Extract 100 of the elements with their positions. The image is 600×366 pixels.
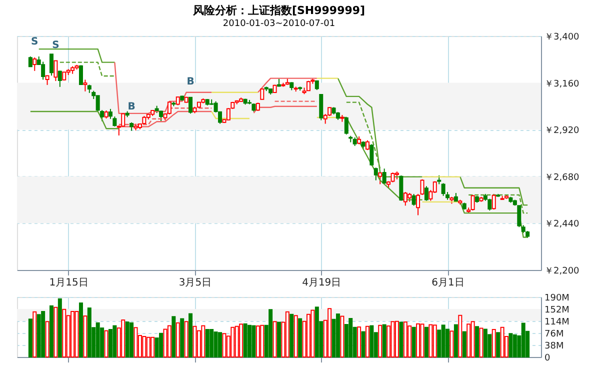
y-tick-label: 190M [544, 294, 570, 304]
candlestick [399, 174, 404, 202]
bar [230, 326, 235, 358]
bar [454, 324, 458, 358]
bar [243, 323, 248, 358]
bar [205, 329, 210, 358]
bar [399, 322, 404, 358]
candlestick [374, 167, 378, 181]
candlestick [319, 94, 324, 121]
bar [408, 326, 412, 358]
text: B [186, 76, 194, 88]
candlestick [41, 61, 46, 80]
y-tick-label: 114M [544, 318, 570, 328]
x-tick-label: 4月19日 [302, 278, 342, 288]
bar [416, 323, 420, 358]
bar [412, 326, 416, 358]
bar [239, 324, 244, 358]
bar [108, 329, 112, 358]
x-tick-label: 1月15日 [49, 278, 88, 288]
y-tick-label: ￥2,200 [544, 266, 580, 276]
bar [260, 324, 264, 358]
candlestick [188, 96, 193, 114]
bar [428, 324, 433, 358]
bar [167, 325, 172, 358]
candlestick [260, 88, 264, 100]
bar [382, 324, 386, 358]
bar [252, 325, 256, 358]
y-tick-label: 38M [544, 342, 564, 352]
bar [234, 326, 239, 358]
bar [420, 324, 424, 358]
bar [146, 336, 150, 358]
candlestick [167, 101, 172, 115]
bar [268, 309, 273, 358]
bar [314, 306, 319, 358]
candlestick [58, 70, 62, 88]
bar [130, 322, 134, 358]
candlestick [78, 64, 83, 86]
candlestick [28, 56, 32, 68]
candlestick [382, 168, 386, 185]
bar [28, 318, 32, 358]
bar [58, 298, 62, 358]
bar [479, 328, 484, 358]
bar [298, 318, 302, 358]
bar [36, 314, 41, 358]
candlestick [492, 193, 496, 210]
bar [104, 330, 108, 358]
chart-subtitle: 2010-01-03~2010-07-01 [222, 19, 336, 29]
bar [78, 302, 83, 358]
bar [378, 324, 382, 358]
candlestick [424, 186, 428, 202]
text: S [52, 40, 60, 51]
bar [475, 326, 480, 358]
y-tick-label: ￥3,400 [544, 32, 580, 42]
bar [483, 328, 488, 358]
y-tick-label: 0 [544, 354, 550, 364]
candlestick [441, 182, 446, 196]
candlestick [49, 54, 54, 76]
candlestick [470, 194, 475, 212]
bar [277, 322, 281, 358]
bar [365, 326, 370, 358]
y-tick-label: ￥2,680 [544, 172, 580, 183]
y-tick-label: ￥3,160 [544, 79, 580, 90]
bar [508, 333, 513, 358]
bar [500, 326, 504, 358]
bar [496, 332, 500, 358]
bar [125, 321, 130, 358]
candlestick [488, 198, 492, 212]
x-tick-label: 6月1日 [432, 278, 464, 288]
bar [450, 330, 454, 358]
bar [357, 326, 362, 358]
bar [49, 305, 54, 358]
bar [370, 325, 374, 358]
y-tick-label: 76M [544, 330, 564, 340]
bar [192, 326, 197, 358]
candlestick [32, 56, 37, 72]
bar [290, 314, 294, 358]
bar [441, 324, 446, 358]
bar [112, 325, 117, 358]
bar [163, 328, 168, 358]
bar [361, 331, 366, 358]
y-tick-label: 152M [544, 306, 570, 316]
bar [172, 316, 176, 358]
bar [256, 326, 260, 358]
bar [41, 311, 46, 358]
bar [87, 308, 92, 358]
bar [336, 314, 340, 358]
bar [446, 328, 450, 358]
text: S [31, 36, 38, 48]
bar [201, 325, 206, 358]
candlestick [159, 110, 164, 122]
bar [210, 329, 214, 358]
bar [218, 332, 222, 358]
text: B [128, 101, 136, 112]
bar [462, 331, 466, 358]
bar [134, 327, 138, 358]
bar [424, 326, 428, 358]
bar [348, 318, 353, 358]
bar [142, 336, 146, 358]
bar [188, 313, 193, 358]
y-tick-label: ￥2,920 [544, 126, 580, 136]
